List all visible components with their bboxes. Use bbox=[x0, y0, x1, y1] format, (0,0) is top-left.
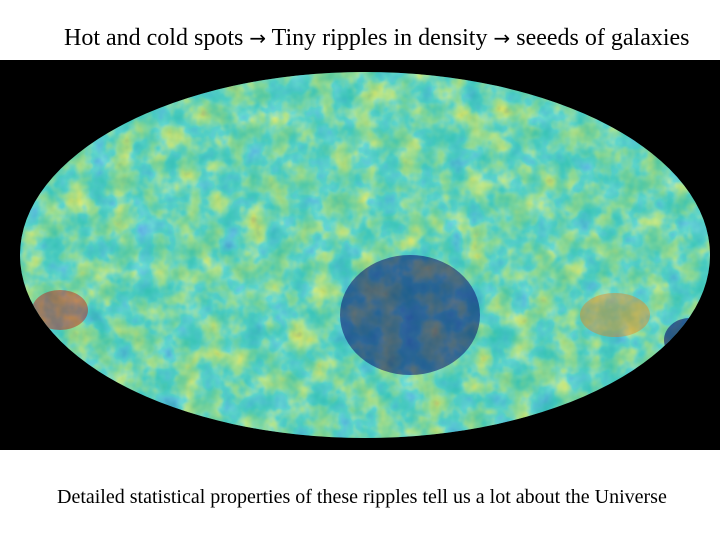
title-seeds-of-galaxies: seeeds of galaxies bbox=[516, 25, 690, 51]
cmb-sky-map-panel bbox=[0, 60, 720, 450]
hot-spot-region bbox=[580, 293, 650, 337]
slide-title: Hot and cold spots → Tiny ripples in den… bbox=[64, 22, 720, 54]
cmb-sky-map bbox=[0, 60, 720, 450]
arrow-icon: → bbox=[493, 26, 511, 50]
arrow-icon: → bbox=[249, 26, 267, 50]
hot-spot-region bbox=[32, 290, 88, 330]
temperature-fluctuation-texture bbox=[20, 72, 710, 438]
title-tiny-ripples: Tiny ripples in density bbox=[271, 25, 488, 51]
slide-caption: Detailed statistical properties of these… bbox=[57, 486, 667, 508]
cold-spot-region bbox=[340, 255, 480, 375]
title-hot-cold-spots: Hot and cold spots bbox=[64, 25, 244, 51]
